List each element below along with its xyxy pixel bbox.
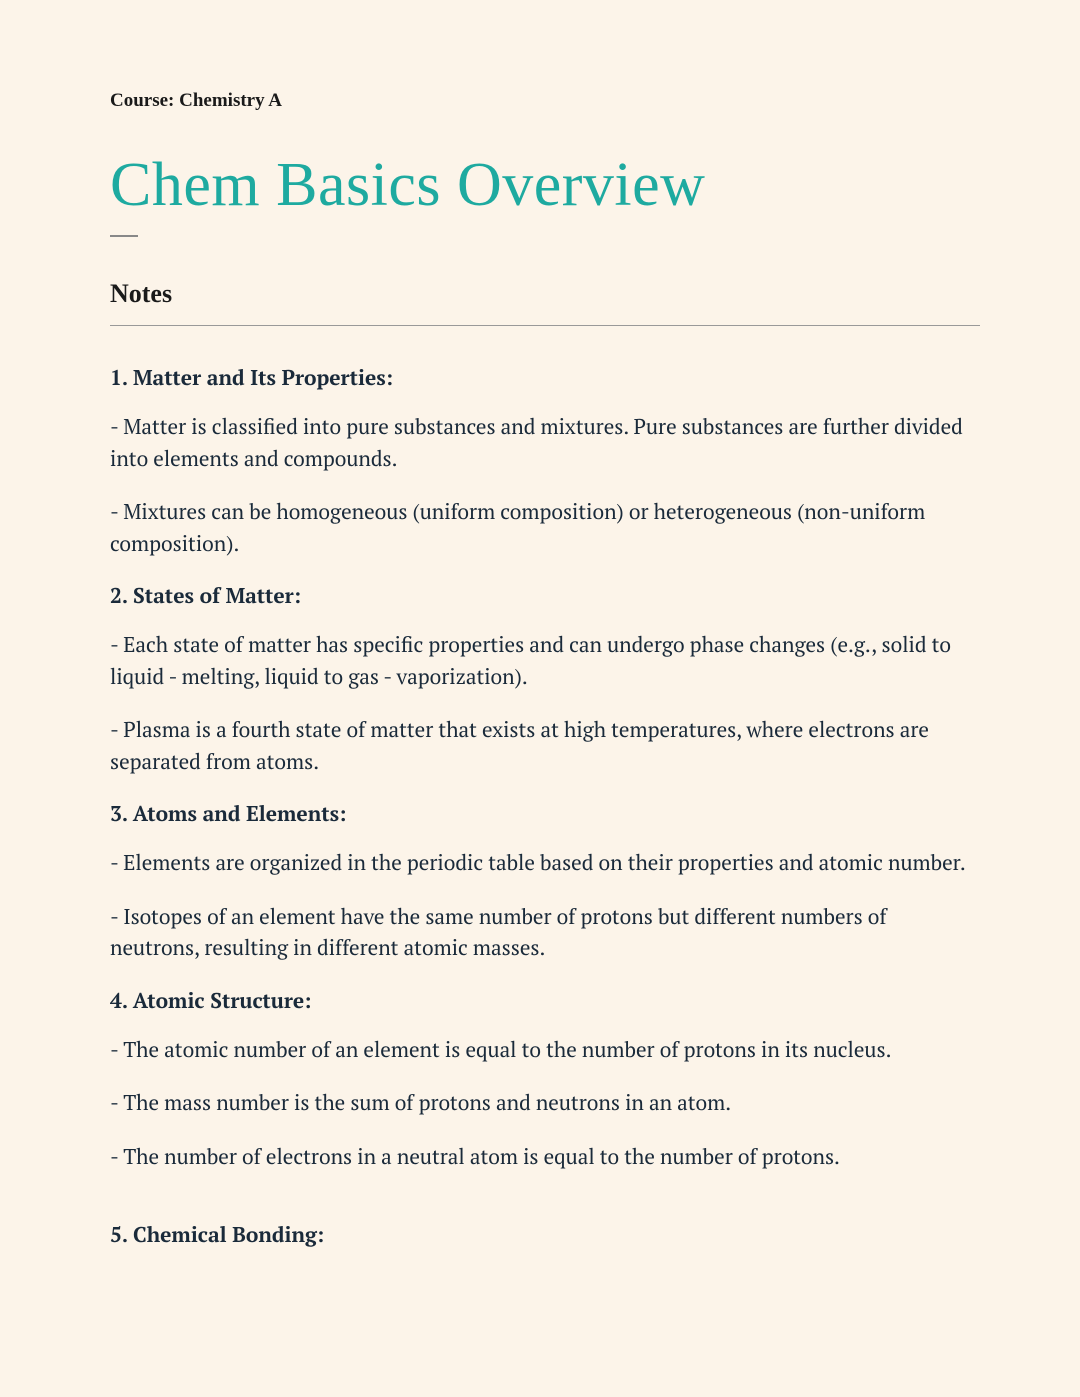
- note-text: - Elements are organized in the periodic…: [110, 848, 980, 880]
- section-heading: 4. Atomic Structure:: [110, 987, 980, 1015]
- section-chemical-bonding: 5. Chemical Bonding:: [110, 1221, 980, 1249]
- section-heading: 3. Atoms and Elements:: [110, 800, 980, 828]
- section-heading: 1. Matter and Its Properties:: [110, 364, 980, 392]
- note-text: - Matter is classified into pure substan…: [110, 412, 980, 475]
- title-underline: [110, 235, 138, 237]
- notes-heading: Notes: [110, 279, 980, 309]
- note-text: - The number of electrons in a neutral a…: [110, 1142, 980, 1174]
- notes-divider: [110, 325, 980, 326]
- note-text: - The atomic number of an element is equ…: [110, 1035, 980, 1067]
- note-text: - Plasma is a fourth state of matter tha…: [110, 715, 980, 778]
- page-title: Chem Basics Overview: [110, 150, 980, 221]
- note-text: - The mass number is the sum of protons …: [110, 1088, 980, 1120]
- note-text: - Mixtures can be homogeneous (uniform c…: [110, 497, 980, 560]
- section-atomic-structure: 4. Atomic Structure: - The atomic number…: [110, 987, 980, 1174]
- note-text: - Isotopes of an element have the same n…: [110, 902, 980, 965]
- section-matter-properties: 1. Matter and Its Properties: - Matter i…: [110, 364, 980, 560]
- note-text: - Each state of matter has specific prop…: [110, 630, 980, 693]
- section-atoms-elements: 3. Atoms and Elements: - Elements are or…: [110, 800, 980, 965]
- section-states-of-matter: 2. States of Matter: - Each state of mat…: [110, 582, 980, 778]
- section-heading: 5. Chemical Bonding:: [110, 1221, 980, 1249]
- section-heading: 2. States of Matter:: [110, 582, 980, 610]
- course-label: Course: Chemistry A: [110, 90, 980, 112]
